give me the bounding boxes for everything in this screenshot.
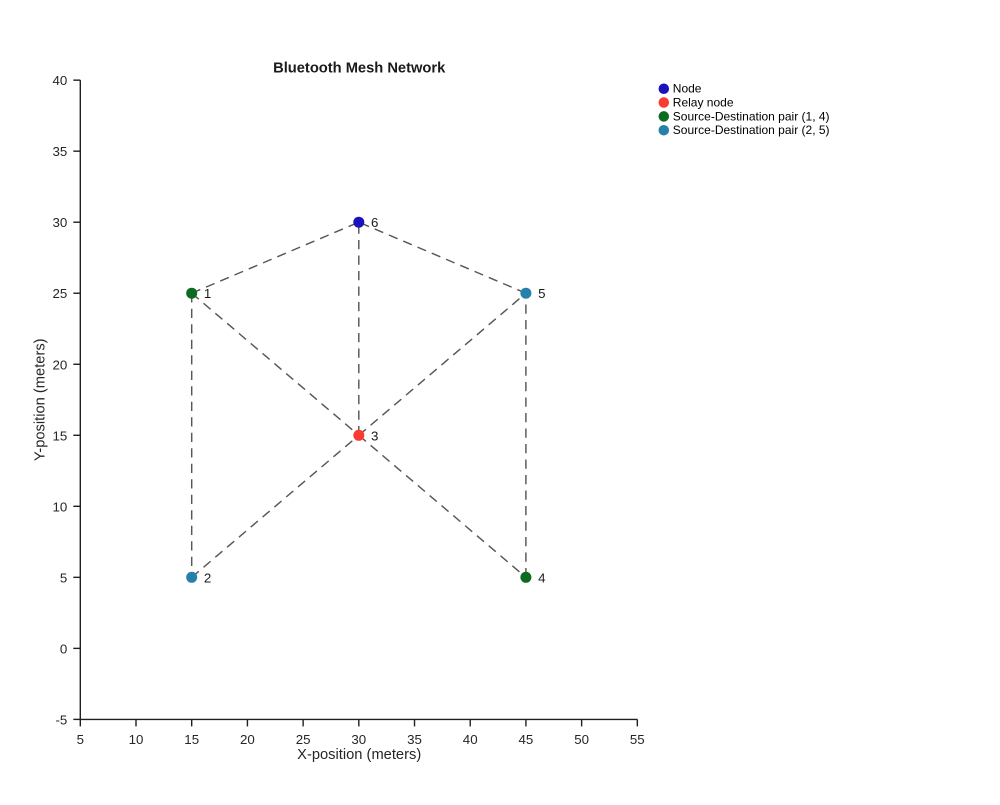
svg-text:0: 0	[60, 641, 67, 656]
svg-text:6: 6	[371, 215, 378, 230]
svg-text:Bluetooth Mesh Network: Bluetooth Mesh Network	[273, 61, 446, 77]
svg-text:X-position (meters): X-position (meters)	[297, 747, 421, 763]
svg-text:30: 30	[53, 215, 68, 230]
svg-text:40: 40	[53, 73, 68, 88]
svg-text:30: 30	[351, 732, 366, 747]
svg-text:20: 20	[240, 732, 255, 747]
svg-text:Node: Node	[673, 82, 702, 96]
svg-text:1: 1	[204, 286, 211, 301]
svg-text:35: 35	[407, 732, 422, 747]
svg-text:40: 40	[463, 732, 478, 747]
svg-text:5: 5	[538, 286, 545, 301]
svg-text:5: 5	[77, 732, 84, 747]
svg-text:50: 50	[574, 732, 589, 747]
svg-text:45: 45	[519, 732, 534, 747]
svg-text:35: 35	[53, 144, 68, 159]
svg-text:Y-position (meters): Y-position (meters)	[32, 338, 48, 461]
svg-text:2: 2	[204, 570, 211, 585]
svg-text:Source-Destination pair (2, 5): Source-Destination pair (2, 5)	[673, 123, 830, 137]
svg-text:Relay node: Relay node	[673, 95, 734, 109]
svg-text:20: 20	[53, 357, 68, 372]
svg-text:10: 10	[53, 499, 68, 514]
svg-text:3: 3	[371, 428, 378, 443]
svg-text:-5: -5	[55, 712, 67, 727]
svg-text:4: 4	[538, 570, 545, 585]
svg-text:5: 5	[60, 570, 67, 585]
svg-text:25: 25	[53, 286, 68, 301]
svg-text:Source-Destination pair (1, 4): Source-Destination pair (1, 4)	[673, 109, 830, 123]
svg-text:55: 55	[630, 732, 645, 747]
svg-text:10: 10	[129, 732, 144, 747]
svg-text:15: 15	[53, 428, 68, 443]
svg-text:25: 25	[296, 732, 311, 747]
svg-text:15: 15	[184, 732, 199, 747]
